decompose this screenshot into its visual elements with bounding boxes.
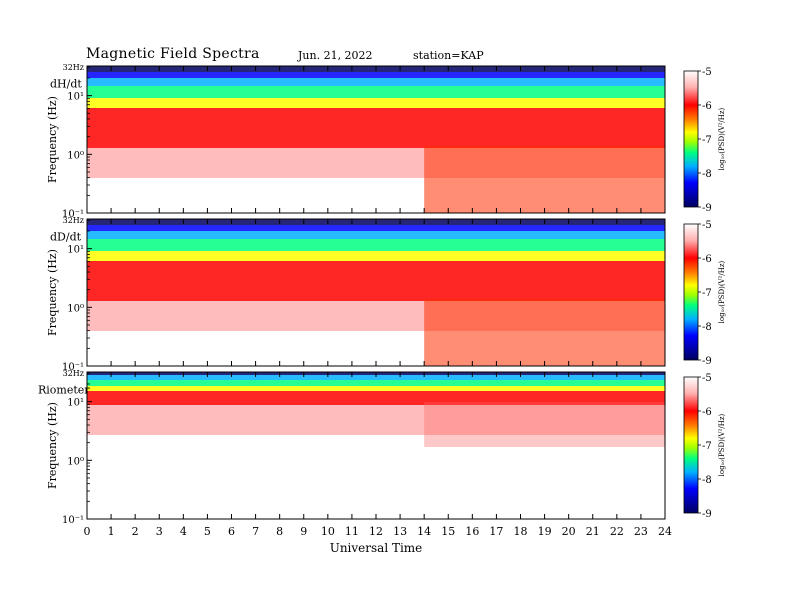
colorbar-tick-label: -6 xyxy=(702,101,712,112)
y-axis-label: Frequency (Hz) xyxy=(46,249,59,336)
spectrum-band xyxy=(87,386,665,391)
y-tick-label: 10⁰ xyxy=(67,150,84,161)
spectrum-band xyxy=(87,108,665,148)
x-tick-label: 19 xyxy=(538,525,552,538)
colorbar-label: log₁₀(PSD)(V²/Hz) xyxy=(718,260,726,323)
x-tick-label: 2 xyxy=(132,525,139,538)
spectrum-band xyxy=(87,375,665,380)
y-tick-label: 10⁰ xyxy=(67,456,84,467)
date-label: Jun. 21, 2022 xyxy=(298,49,373,62)
enhancement-region xyxy=(424,402,665,447)
colorbar xyxy=(683,223,699,361)
colorbar-tick-label: -8 xyxy=(702,322,712,333)
x-tick-label: 10 xyxy=(321,525,335,538)
colorbar-tick-label: -5 xyxy=(702,220,712,231)
colorbar-label: log₁₀(PSD)(V²/Hz) xyxy=(718,413,726,476)
colorbar-tick-label: -7 xyxy=(702,441,712,452)
x-tick-label: 21 xyxy=(586,525,600,538)
y-axis-label: Frequency (Hz) xyxy=(46,96,59,183)
panel-label: Riometer xyxy=(38,384,90,397)
x-tick-label: 1 xyxy=(108,525,115,538)
x-tick-label: 24 xyxy=(658,525,672,538)
spectrum-band xyxy=(87,72,665,78)
colorbar-tick-label: -6 xyxy=(702,254,712,265)
y-tick-label: 10⁻¹ xyxy=(62,209,84,220)
x-axis-label: Universal Time xyxy=(330,541,423,555)
x-tick-label: 12 xyxy=(369,525,383,538)
x-tick-label: 7 xyxy=(252,525,259,538)
spectrogram-panel-2: 32Hz 10¹ 10⁰ 10⁻¹ dD/dt Frequency (Hz) -5 -6 -7 -… xyxy=(46,216,726,373)
colorbar-tick-label: -9 xyxy=(702,203,712,214)
colorbar-tick-label: -5 xyxy=(702,67,712,78)
x-tick-label: 22 xyxy=(610,525,624,538)
x-tick-label: 3 xyxy=(156,525,163,538)
spectrum-band xyxy=(87,98,665,108)
x-tick-label: 20 xyxy=(562,525,576,538)
x-tick-label: 6 xyxy=(228,525,235,538)
spectrum-band xyxy=(87,78,665,86)
x-tick-label: 23 xyxy=(634,525,648,538)
spectrum-band xyxy=(87,225,665,231)
x-tick-label: 4 xyxy=(180,525,187,538)
colorbar xyxy=(683,376,699,514)
spectrum-band xyxy=(87,391,665,405)
y-tick-label: 32Hz xyxy=(63,63,84,72)
x-tick-label: 8 xyxy=(276,525,283,538)
x-tick-label: 18 xyxy=(514,525,528,538)
y-tick-label: 32Hz xyxy=(63,216,84,225)
x-tick-label: 9 xyxy=(300,525,307,538)
colorbar-label: log₁₀(PSD)(V²/Hz) xyxy=(718,107,726,170)
colorbar-tick-label: -6 xyxy=(702,407,712,418)
colorbar-tick-label: -5 xyxy=(702,373,712,384)
colorbar-tick-label: -8 xyxy=(702,169,712,180)
spectrum-band xyxy=(87,239,665,251)
x-tick-label: 0 xyxy=(84,525,91,538)
y-tick-label: 10⁰ xyxy=(67,303,84,314)
y-tick-label: 10⁻¹ xyxy=(62,362,84,373)
x-tick-label: 15 xyxy=(441,525,455,538)
colorbar-tick-label: -9 xyxy=(702,509,712,520)
y-tick-label: 10¹ xyxy=(67,92,84,103)
panel-label: dH/dt xyxy=(50,78,82,91)
colorbar-tick-label: -8 xyxy=(702,475,712,486)
spectrum-band xyxy=(87,251,665,261)
x-tick-label: 11 xyxy=(345,525,359,538)
x-tick-label: 17 xyxy=(489,525,503,538)
spectrum-band xyxy=(87,405,665,435)
colorbar xyxy=(683,70,699,208)
spectrogram-panel-3: 32Hz 10¹ 10⁰ 10⁻¹ Riometer Frequency (Hz) -5 -6… xyxy=(38,369,726,555)
spectrum-band xyxy=(87,86,665,98)
station-label: station=KAP xyxy=(413,49,484,62)
colorbar-tick-label: -9 xyxy=(702,356,712,367)
enhancement-region xyxy=(424,146,665,213)
colorbar-tick-label: -7 xyxy=(702,288,712,299)
panel-label: dD/dt xyxy=(50,231,82,244)
spectrum-band xyxy=(87,380,665,386)
x-tick-label: 5 xyxy=(204,525,211,538)
page-title: Magnetic Field Spectra xyxy=(86,46,260,62)
spectrum-band xyxy=(87,231,665,239)
enhancement-region xyxy=(424,299,665,366)
y-tick-label: 10¹ xyxy=(67,398,84,409)
x-tick-label: 16 xyxy=(465,525,479,538)
colorbar-tick-label: -7 xyxy=(702,135,712,146)
y-tick-label: 32Hz xyxy=(63,369,84,378)
spectrum-band xyxy=(87,261,665,301)
x-tick-label: 13 xyxy=(393,525,407,538)
y-axis-label: Frequency (Hz) xyxy=(46,402,59,489)
y-tick-label: 10¹ xyxy=(67,245,84,256)
x-tick-label: 14 xyxy=(417,525,431,538)
y-tick-label: 10⁻¹ xyxy=(62,515,84,526)
spectrogram-panel-1: 32Hz 10¹ 10⁰ 10⁻¹ dH/dt Frequency (Hz) -5 -6 -7 -… xyxy=(46,63,726,220)
